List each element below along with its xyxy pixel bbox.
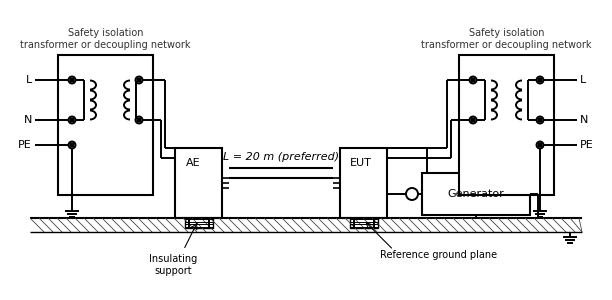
Circle shape <box>70 118 74 122</box>
Bar <box>175 148 222 218</box>
Text: PE: PE <box>18 140 32 150</box>
Text: L: L <box>580 75 586 85</box>
Text: N: N <box>24 115 32 125</box>
Circle shape <box>69 76 75 83</box>
Text: EUT: EUT <box>349 158 371 168</box>
Text: Insulating
support: Insulating support <box>149 254 198 276</box>
Circle shape <box>137 78 141 82</box>
Circle shape <box>538 143 542 147</box>
Text: Generator: Generator <box>447 189 504 199</box>
Circle shape <box>537 76 543 83</box>
Text: Safety isolation
transformer or decoupling network: Safety isolation transformer or decoupli… <box>20 28 191 50</box>
Circle shape <box>469 116 477 124</box>
Text: N: N <box>580 115 588 125</box>
Bar <box>349 218 378 228</box>
Circle shape <box>471 118 475 122</box>
Circle shape <box>537 142 543 148</box>
Text: Safety isolation
transformer or decoupling network: Safety isolation transformer or decoupli… <box>421 28 592 50</box>
Text: Reference ground plane: Reference ground plane <box>380 250 497 260</box>
Circle shape <box>70 78 74 82</box>
Circle shape <box>537 116 543 124</box>
Circle shape <box>538 78 542 82</box>
Circle shape <box>538 118 542 122</box>
Circle shape <box>135 76 143 83</box>
Circle shape <box>469 76 477 83</box>
Bar <box>340 148 387 218</box>
Text: L: L <box>26 75 32 85</box>
Circle shape <box>70 143 74 147</box>
Bar <box>58 55 153 195</box>
Bar <box>184 218 212 228</box>
Circle shape <box>137 118 141 122</box>
Bar <box>422 173 530 215</box>
Circle shape <box>135 116 143 124</box>
Bar <box>459 55 554 195</box>
Text: PE: PE <box>580 140 594 150</box>
Text: L = 20 m (preferred): L = 20 m (preferred) <box>223 152 339 162</box>
Circle shape <box>406 188 418 200</box>
Circle shape <box>471 78 475 82</box>
Circle shape <box>69 116 75 124</box>
Circle shape <box>69 142 75 148</box>
Text: AE: AE <box>186 158 201 168</box>
